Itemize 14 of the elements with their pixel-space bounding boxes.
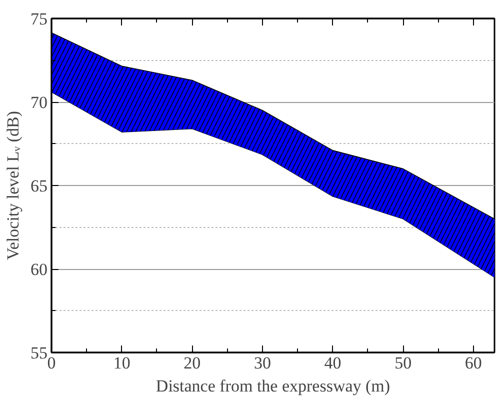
y-tick-label: 75 bbox=[30, 10, 48, 28]
x-tick-label: 10 bbox=[113, 354, 130, 372]
x-tick-label: 50 bbox=[394, 354, 412, 372]
x-tick-label: 0 bbox=[47, 354, 56, 372]
x-axis-title: Distance from the expressway (m) bbox=[156, 376, 390, 396]
y-tick-label: 55 bbox=[30, 344, 48, 362]
x-tick-label: 30 bbox=[254, 354, 271, 372]
y-axis-title: Velocity level Lᵥ (dB) bbox=[4, 111, 22, 260]
y-tick-label: 70 bbox=[30, 93, 48, 112]
x-tick-label: 40 bbox=[324, 354, 342, 372]
x-tick-label: 20 bbox=[184, 354, 201, 372]
y-tick-label: 65 bbox=[30, 176, 48, 196]
y-tick-label: 60 bbox=[30, 260, 48, 279]
x-tick-label: 60 bbox=[464, 354, 482, 372]
